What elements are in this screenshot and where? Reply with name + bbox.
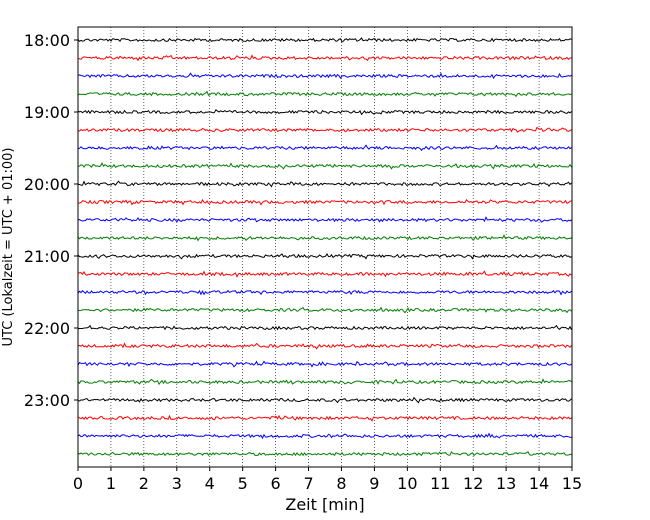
- x-tick-label: 15: [562, 474, 582, 493]
- y-tick-label: 22:00: [24, 319, 70, 338]
- trace-line: [77, 180, 572, 188]
- x-tick-label: 7: [303, 474, 313, 493]
- trace-line: [77, 342, 572, 350]
- x-tick-label: 1: [106, 474, 116, 493]
- trace-line: [77, 90, 572, 98]
- y-tick-label: 21:00: [24, 247, 70, 266]
- y-tick-label: 23:00: [24, 391, 70, 410]
- trace-line: [77, 270, 572, 278]
- x-tick-label: 13: [496, 474, 516, 493]
- trace-line: [77, 198, 572, 206]
- trace-line: [77, 54, 572, 62]
- plot-frame: [77, 26, 573, 468]
- x-tick-label: 12: [463, 474, 483, 493]
- trace-line: [77, 432, 572, 440]
- x-tick-label: 6: [271, 474, 281, 493]
- trace-line: [77, 414, 572, 422]
- trace-line: [77, 289, 572, 296]
- trace-line: [77, 72, 572, 80]
- x-tick-label: 4: [205, 474, 215, 493]
- x-axis-ticks: 0 1 2 3 4 5 6 7 8 9 10 11 12 13 14 15: [73, 467, 582, 493]
- trace-line: [77, 450, 572, 457]
- trace-line: [77, 37, 572, 43]
- trace-line: [77, 396, 572, 404]
- x-tick-label: 14: [529, 474, 549, 493]
- grid-layer: [110, 27, 540, 467]
- x-axis-label: Zeit [min]: [285, 495, 364, 514]
- y-axis-ticks: 18:00 19:00 20:00 21:00 22:00 23:00: [24, 31, 78, 410]
- x-tick-label: 2: [139, 474, 149, 493]
- y-axis-label: UTC (Lokalzeit = UTC + 01:00): [1, 148, 16, 347]
- x-tick-label: 11: [430, 474, 450, 493]
- trace-line: [77, 144, 572, 152]
- trace-line: [77, 216, 572, 223]
- trace-line: [77, 252, 572, 260]
- trace-line: [77, 108, 572, 116]
- trace-line: [77, 126, 572, 133]
- y-tick-label: 18:00: [24, 31, 70, 50]
- x-tick-label: 9: [369, 474, 379, 493]
- trace-line: [77, 306, 572, 314]
- trace-layer: [77, 37, 572, 457]
- trace-line: [77, 378, 572, 386]
- trace-line: [77, 324, 572, 331]
- y-tick-label: 20:00: [24, 175, 70, 194]
- x-tick-label: 5: [238, 474, 248, 493]
- x-tick-label: 8: [336, 474, 346, 493]
- trace-line: [77, 162, 572, 170]
- trace-line: [77, 360, 572, 368]
- trace-line: [77, 234, 572, 242]
- x-tick-label: 0: [73, 474, 83, 493]
- x-tick-label: 10: [397, 474, 417, 493]
- x-tick-label: 3: [172, 474, 182, 493]
- y-tick-label: 19:00: [24, 103, 70, 122]
